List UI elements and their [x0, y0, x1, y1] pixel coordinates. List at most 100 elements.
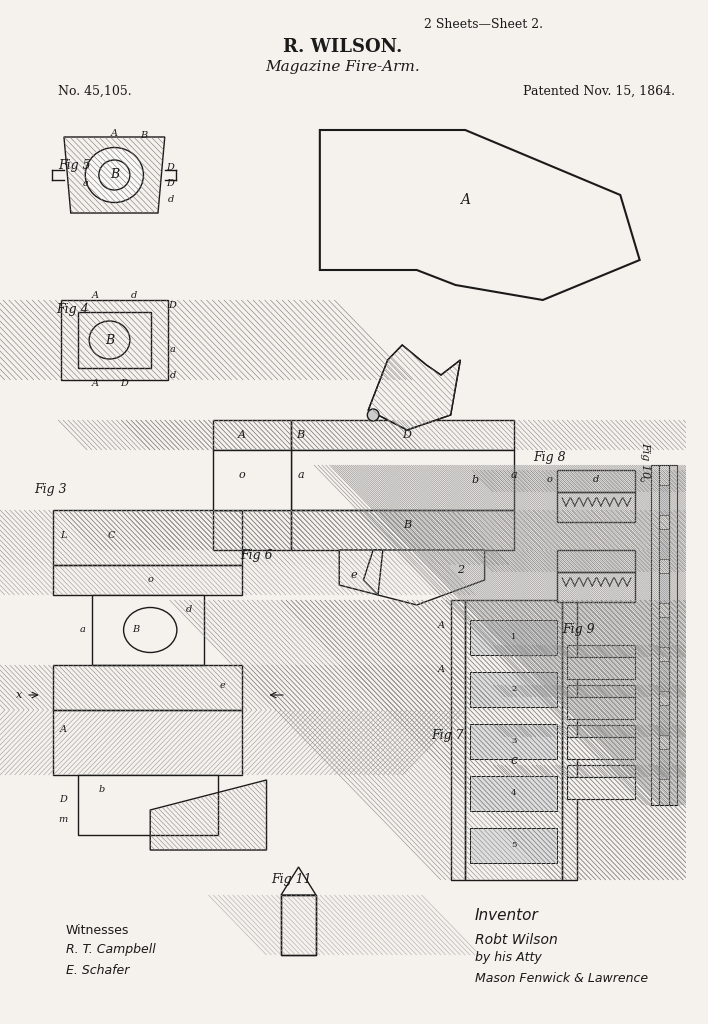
Bar	[557, 550, 635, 572]
Text: B: B	[140, 130, 147, 139]
Bar	[213, 420, 291, 450]
Text: Fig 3: Fig 3	[34, 483, 67, 497]
Polygon shape	[320, 130, 639, 300]
Bar	[567, 645, 635, 657]
Text: Fig 11: Fig 11	[271, 873, 312, 887]
Text: B: B	[105, 334, 114, 346]
Text: Fig 8: Fig 8	[533, 452, 566, 465]
Bar	[659, 573, 669, 603]
Text: B: B	[297, 430, 304, 440]
Text: 2: 2	[457, 565, 464, 575]
Text: B: B	[403, 520, 411, 530]
Text: Fig 4: Fig 4	[56, 303, 88, 316]
Bar	[567, 697, 635, 719]
Text: R. T. Campbell: R. T. Campbell	[66, 943, 156, 956]
Bar	[281, 895, 316, 955]
Text: 5: 5	[511, 841, 516, 849]
Bar	[567, 737, 635, 759]
Text: A: A	[91, 292, 98, 300]
Bar	[659, 662, 669, 691]
Text: b: b	[472, 475, 479, 485]
Bar	[567, 777, 635, 799]
Bar	[567, 765, 635, 777]
Bar	[470, 776, 557, 811]
Text: B: B	[132, 626, 139, 635]
Bar	[567, 657, 635, 679]
Text: Fig 7: Fig 7	[431, 728, 464, 741]
Bar	[53, 565, 242, 595]
Polygon shape	[281, 867, 316, 895]
Text: Fig 10: Fig 10	[639, 442, 650, 478]
Text: d: d	[168, 196, 173, 205]
Text: Witnesses: Witnesses	[66, 924, 130, 937]
Bar	[470, 724, 557, 759]
Circle shape	[367, 409, 379, 421]
Text: Patented Nov. 15, 1864.: Patented Nov. 15, 1864.	[523, 85, 675, 98]
Text: A: A	[111, 128, 118, 137]
Polygon shape	[368, 345, 460, 430]
Text: A: A	[239, 430, 246, 440]
Bar	[669, 465, 677, 805]
Bar	[659, 749, 669, 779]
Bar	[53, 510, 242, 565]
Text: B: B	[110, 169, 119, 181]
Text: x: x	[16, 690, 23, 700]
Bar	[470, 672, 557, 707]
Bar	[213, 510, 291, 550]
Text: by his Atty: by his Atty	[475, 951, 542, 965]
Text: Magazine Fire-Arm.: Magazine Fire-Arm.	[266, 60, 421, 74]
Bar	[557, 492, 635, 522]
Text: 3: 3	[511, 737, 516, 745]
Bar	[470, 620, 557, 655]
Text: Mason Fenwick & Lawrence: Mason Fenwick & Lawrence	[475, 972, 648, 984]
Text: 1: 1	[511, 633, 516, 641]
Bar	[291, 420, 514, 450]
Text: D: D	[166, 178, 174, 187]
Ellipse shape	[124, 607, 177, 652]
Text: R. WILSON.: R. WILSON.	[283, 38, 403, 56]
Bar	[470, 828, 557, 863]
Text: a: a	[82, 178, 88, 187]
Text: E. Schafer: E. Schafer	[66, 964, 130, 977]
Text: No. 45,105.: No. 45,105.	[58, 85, 132, 98]
Bar	[567, 725, 635, 737]
Text: A: A	[460, 193, 470, 207]
Bar	[562, 600, 577, 880]
Polygon shape	[363, 550, 383, 595]
Text: 2: 2	[511, 685, 516, 693]
Text: a: a	[170, 345, 176, 354]
Text: D: D	[169, 300, 176, 309]
Polygon shape	[339, 550, 484, 605]
Text: a: a	[79, 626, 86, 635]
Text: a: a	[297, 470, 304, 480]
Text: A: A	[59, 725, 67, 734]
Text: o: o	[239, 470, 246, 480]
Text: o: o	[547, 475, 552, 484]
Text: C: C	[108, 530, 115, 540]
Text: b: b	[98, 785, 105, 795]
Bar	[53, 710, 242, 775]
Bar	[291, 510, 514, 550]
Bar	[53, 665, 242, 710]
Text: D: D	[403, 430, 411, 440]
Text: o: o	[147, 575, 153, 585]
Text: Fig 5: Fig 5	[58, 159, 91, 171]
Bar	[281, 895, 316, 955]
Bar	[61, 300, 168, 380]
Bar	[567, 685, 635, 697]
Bar	[557, 470, 635, 492]
Bar	[651, 465, 659, 805]
Bar	[78, 312, 152, 368]
Bar	[659, 465, 669, 805]
Ellipse shape	[85, 147, 144, 203]
Bar	[659, 485, 669, 515]
Bar	[451, 600, 465, 880]
Bar	[659, 529, 669, 559]
Text: d: d	[593, 475, 599, 484]
Bar	[557, 572, 635, 602]
Text: c: c	[510, 754, 517, 767]
Text: a: a	[510, 470, 517, 480]
Text: D: D	[120, 380, 128, 388]
Text: D: D	[59, 796, 67, 805]
Text: d: d	[169, 371, 176, 380]
